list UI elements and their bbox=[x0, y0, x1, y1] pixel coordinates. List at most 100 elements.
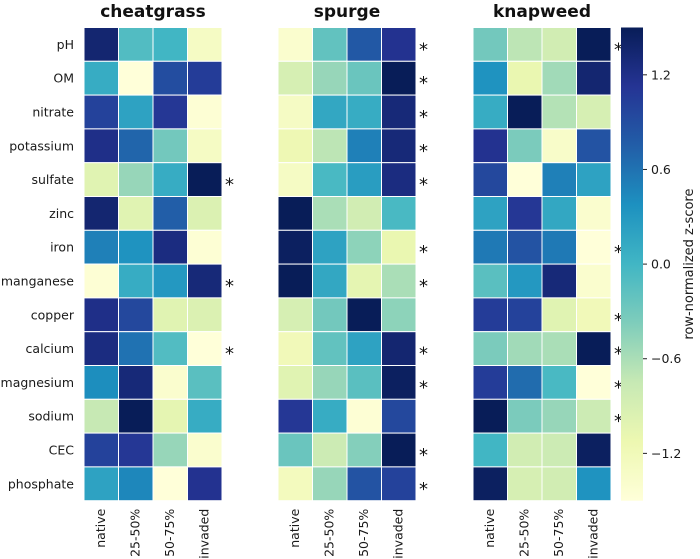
significance-marker: * bbox=[614, 39, 623, 60]
colorbar-tick-label: −1.2 bbox=[651, 446, 681, 461]
heatmap-cell bbox=[541, 432, 577, 468]
heatmap-cell bbox=[576, 263, 612, 299]
heatmap-cell bbox=[576, 331, 612, 367]
heatmap-cell bbox=[312, 331, 348, 367]
heatmap-cell bbox=[312, 196, 348, 231]
heatmap-cell bbox=[541, 297, 577, 333]
colorbar-tick-label: −0.6 bbox=[651, 351, 681, 366]
heatmap-cell bbox=[277, 331, 313, 367]
column-label: native bbox=[482, 508, 497, 547]
column-label: 25-50% bbox=[517, 509, 532, 557]
significance-marker: * bbox=[614, 377, 623, 398]
heatmap-cell bbox=[118, 263, 154, 299]
heatmap-cell bbox=[187, 128, 223, 164]
significance-marker: * bbox=[614, 242, 623, 263]
heatmap-cell bbox=[118, 128, 154, 164]
heatmap-cell bbox=[541, 331, 577, 367]
row-label: magnesium bbox=[1, 375, 74, 390]
heatmap-cell bbox=[152, 229, 188, 265]
significance-marker: * bbox=[614, 344, 623, 365]
heatmap-cell bbox=[381, 27, 417, 62]
heatmap-cell bbox=[576, 432, 612, 468]
heatmap-cell bbox=[152, 196, 188, 231]
significance-marker: * bbox=[225, 175, 234, 196]
heatmap-cell bbox=[312, 229, 348, 265]
column-label: native bbox=[93, 508, 108, 547]
heatmap-cell bbox=[277, 297, 313, 333]
colorbar-ticks: 1.2 0.6 0.0 −0.6 −1.2 bbox=[643, 67, 681, 461]
significance-marker: * bbox=[419, 73, 428, 94]
heatmap-cell bbox=[152, 398, 188, 434]
heatmap-cell bbox=[277, 432, 313, 468]
significance-marker: * bbox=[614, 411, 623, 432]
heatmap-cell bbox=[541, 94, 577, 130]
heatmap-cell bbox=[277, 94, 313, 130]
heatmap-cell bbox=[381, 297, 417, 333]
heatmap-cell bbox=[152, 162, 188, 197]
heatmap-cell bbox=[187, 60, 223, 96]
heatmap-cell bbox=[152, 263, 188, 299]
heatmap-cell bbox=[576, 94, 612, 130]
heatmap-cell bbox=[507, 398, 543, 434]
heatmap-cell bbox=[152, 128, 188, 164]
column-label: native bbox=[287, 508, 302, 547]
heatmap-cell bbox=[83, 331, 119, 367]
row-label: pH bbox=[57, 37, 74, 52]
heatmap-cell bbox=[507, 432, 543, 468]
panel-title: cheatgrass bbox=[100, 2, 206, 22]
heatmap-cell bbox=[346, 94, 382, 130]
heatmap-cell bbox=[576, 466, 612, 502]
heatmap-cell bbox=[346, 398, 382, 434]
row-label: copper bbox=[31, 307, 75, 322]
panel-title: spurge bbox=[314, 2, 380, 22]
heatmap-cell bbox=[507, 60, 543, 96]
heatmap-cell bbox=[83, 297, 119, 333]
row-label: calcium bbox=[26, 341, 74, 356]
heatmap-cell bbox=[83, 162, 119, 197]
heatmap-cell bbox=[277, 229, 313, 265]
heatmap-cell bbox=[381, 432, 417, 468]
colorbar-tick-label: 0.0 bbox=[651, 257, 671, 272]
heatmap-cell bbox=[118, 196, 154, 231]
column-label: invaded bbox=[197, 509, 212, 559]
heatmap-cell bbox=[312, 365, 348, 400]
significance-marker: * bbox=[419, 377, 428, 398]
heatmap-cell bbox=[472, 128, 508, 164]
heatmap-cell bbox=[118, 94, 154, 130]
heatmap-cell bbox=[83, 94, 119, 130]
heatmap-cell bbox=[472, 162, 508, 197]
heatmap-cell bbox=[83, 398, 119, 434]
heatmap-cell bbox=[312, 466, 348, 502]
heatmap-cell bbox=[507, 196, 543, 231]
heatmap-cell bbox=[541, 60, 577, 96]
heatmap-cell bbox=[187, 263, 223, 299]
column-label: 50-75% bbox=[356, 509, 371, 557]
heatmap-cell bbox=[576, 229, 612, 265]
heatmap-cell bbox=[381, 398, 417, 434]
heatmap-cell bbox=[277, 398, 313, 434]
heatmap-cell bbox=[118, 229, 154, 265]
significance-marker: * bbox=[225, 276, 234, 297]
heatmap-cell bbox=[472, 398, 508, 434]
heatmap-cell bbox=[381, 128, 417, 164]
row-label: manganese bbox=[1, 274, 74, 289]
row-label: CEC bbox=[49, 443, 75, 458]
heatmap-panels: cheatgrass * * * pH OM nitrate potassium sulfate… bbox=[1, 2, 623, 559]
heatmap-cell bbox=[346, 162, 382, 197]
heatmap-cell bbox=[541, 196, 577, 231]
heatmap-cell bbox=[118, 331, 154, 367]
row-label: OM bbox=[53, 71, 74, 86]
heatmap-cell bbox=[472, 196, 508, 231]
heatmap-cell bbox=[346, 297, 382, 333]
heatmap-cell bbox=[381, 60, 417, 96]
significance-marker: * bbox=[419, 141, 428, 162]
colorbar-gradient bbox=[621, 27, 643, 501]
heatmap-cell bbox=[576, 196, 612, 231]
column-label: invaded bbox=[586, 509, 601, 559]
heatmap-cell bbox=[507, 128, 543, 164]
heatmap-cell bbox=[507, 365, 543, 400]
heatmap-cell bbox=[472, 94, 508, 130]
heatmap-cell bbox=[312, 128, 348, 164]
heatmap-cell bbox=[83, 466, 119, 502]
